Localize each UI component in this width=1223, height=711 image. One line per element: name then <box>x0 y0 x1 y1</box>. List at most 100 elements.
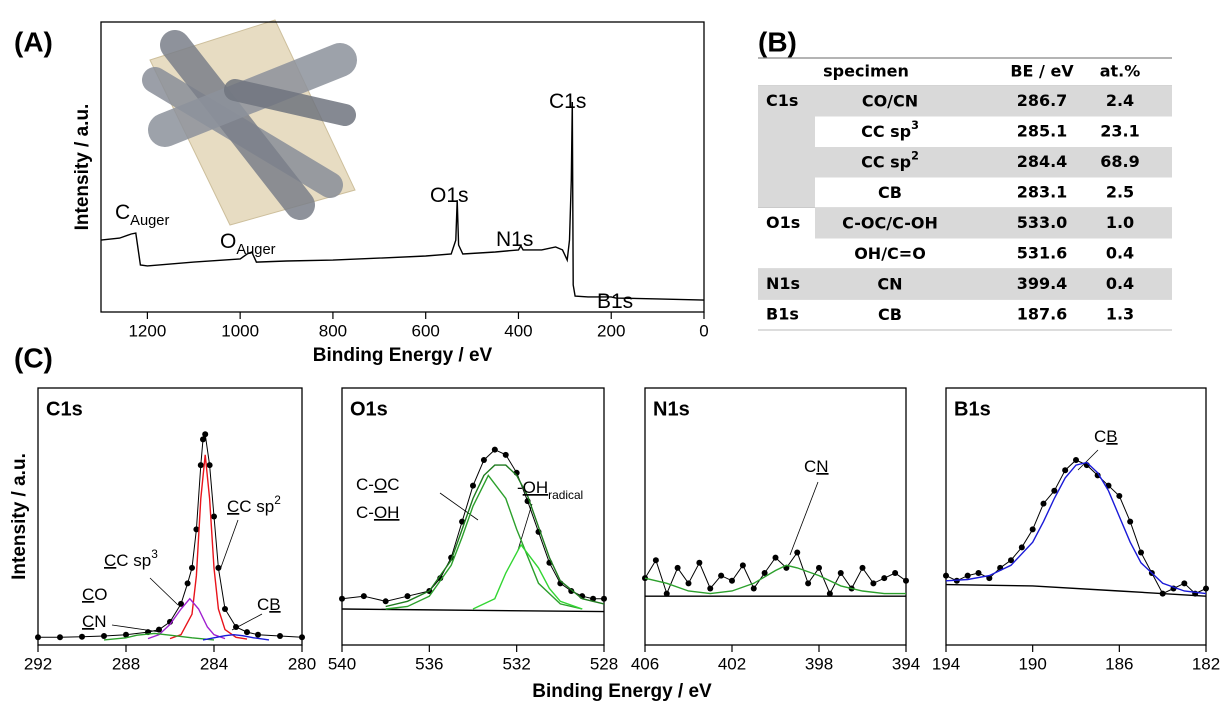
panel-title: C1s <box>46 398 83 420</box>
annotation: C-OC <box>356 475 399 494</box>
data-point <box>233 624 239 631</box>
x-tick-label: 292 <box>24 654 52 673</box>
data-point <box>892 570 899 577</box>
annotation: CN <box>82 612 107 631</box>
x-tick-label: 540 <box>328 654 356 673</box>
data-point <box>859 564 866 571</box>
data-point <box>1094 472 1101 479</box>
table-cell-text: CN <box>877 274 902 293</box>
data-point <box>101 633 107 640</box>
x-tick-label: 394 <box>892 654 920 673</box>
data-point <box>299 634 305 641</box>
table-cell-text: CO/CN <box>862 91 918 110</box>
data-point <box>211 513 217 520</box>
annotation-part: N <box>94 612 106 631</box>
table-cell-text: 2.4 <box>1106 91 1134 110</box>
series-line <box>202 633 270 641</box>
x-tick-label: 1200 <box>128 321 166 340</box>
x-tick-label: 398 <box>805 654 833 673</box>
x-axis-label: Binding Energy / eV <box>313 345 493 366</box>
annotation-part: N <box>816 457 828 476</box>
data-point <box>772 554 779 561</box>
data-point <box>184 580 191 587</box>
table-cell-text: CB <box>878 304 902 323</box>
table-header: at.% <box>1100 62 1141 81</box>
y-axis-label: Intensity / a.u. <box>9 453 30 580</box>
series-line <box>385 464 605 608</box>
data-point <box>193 526 200 533</box>
panel-label: (B) <box>758 26 797 57</box>
table-row <box>815 238 1172 269</box>
table-group-label: N1s <box>766 274 800 293</box>
table-cell-text: 286.7 <box>1017 91 1068 110</box>
data-point <box>222 606 228 613</box>
annotation: B1s <box>597 290 633 313</box>
annotation-part: C sp <box>239 497 274 516</box>
annotation-part: C <box>227 497 239 516</box>
data-point <box>1138 549 1144 556</box>
annotation-part: B <box>1106 427 1117 446</box>
table-group-label: O1s <box>766 213 800 232</box>
data-point <box>986 575 993 582</box>
annotation-part: O <box>374 475 387 494</box>
table-cell-text: 533.0 <box>1017 213 1068 232</box>
table-cell-text: 0.4 <box>1106 274 1134 293</box>
data-point <box>57 634 63 641</box>
table-cell-part: CO/CN <box>862 91 918 110</box>
series-line <box>147 597 226 640</box>
x-tick-label: 194 <box>932 654 960 673</box>
data-point <box>826 590 833 597</box>
panel-title: O1s <box>350 398 388 420</box>
series-line <box>644 564 906 595</box>
x-tick-label: 532 <box>502 654 530 673</box>
table-row <box>815 208 1172 239</box>
annotation-part: C <box>115 201 130 224</box>
table-cell-text: C-OC/C-OH <box>842 213 938 232</box>
x-tick-label: 1000 <box>221 321 259 340</box>
x-tick-label: 182 <box>1192 654 1220 673</box>
data-point <box>404 593 411 600</box>
y-axis-label: Intensity / a.u. <box>72 104 93 231</box>
data-point <box>1040 500 1047 507</box>
data-point <box>1073 456 1079 463</box>
annotation-part: OH <box>374 503 400 522</box>
panel-title: B1s <box>954 398 991 420</box>
table-cell-text: 0.4 <box>1106 243 1134 262</box>
annotation-part: C <box>804 457 816 476</box>
data-point <box>652 557 659 564</box>
data-point <box>1181 580 1188 587</box>
x-tick-label: 200 <box>597 321 625 340</box>
annotation: CB <box>257 595 281 614</box>
data-point <box>339 595 345 602</box>
table-cell-text: 187.6 <box>1017 304 1068 323</box>
data-point <box>178 600 184 607</box>
data-point <box>663 590 670 597</box>
table-cell-text: 285.1 <box>1017 121 1068 140</box>
annotation-part: O <box>220 230 236 253</box>
data-point <box>277 633 283 640</box>
table-cell-part: CN <box>877 274 902 293</box>
series-line <box>945 583 1207 597</box>
table-cell-text: 68.9 <box>1100 152 1139 171</box>
data-point <box>255 631 261 638</box>
data-point <box>718 572 725 579</box>
table-group-label: C1s <box>766 91 798 110</box>
data-point <box>696 559 703 566</box>
data-point <box>1116 492 1123 499</box>
table-cell-part: CC sp <box>861 121 911 140</box>
data-point <box>123 631 129 638</box>
annotation-part: C <box>82 585 94 604</box>
annotation-part: C- <box>356 475 374 494</box>
annotation-part: 2 <box>274 493 281 507</box>
x-tick-label: 600 <box>412 321 440 340</box>
data-point <box>1051 487 1058 494</box>
data-point <box>1008 557 1014 564</box>
data-point <box>1062 467 1069 474</box>
data-point <box>502 451 509 458</box>
annotation: CN <box>804 457 829 476</box>
table-cell-text: 283.1 <box>1017 182 1068 201</box>
annotation-part: O1s <box>430 184 469 207</box>
annotation: N1s <box>496 228 533 251</box>
table-cell <box>758 269 815 300</box>
table-cell-text: 284.4 <box>1017 152 1068 171</box>
